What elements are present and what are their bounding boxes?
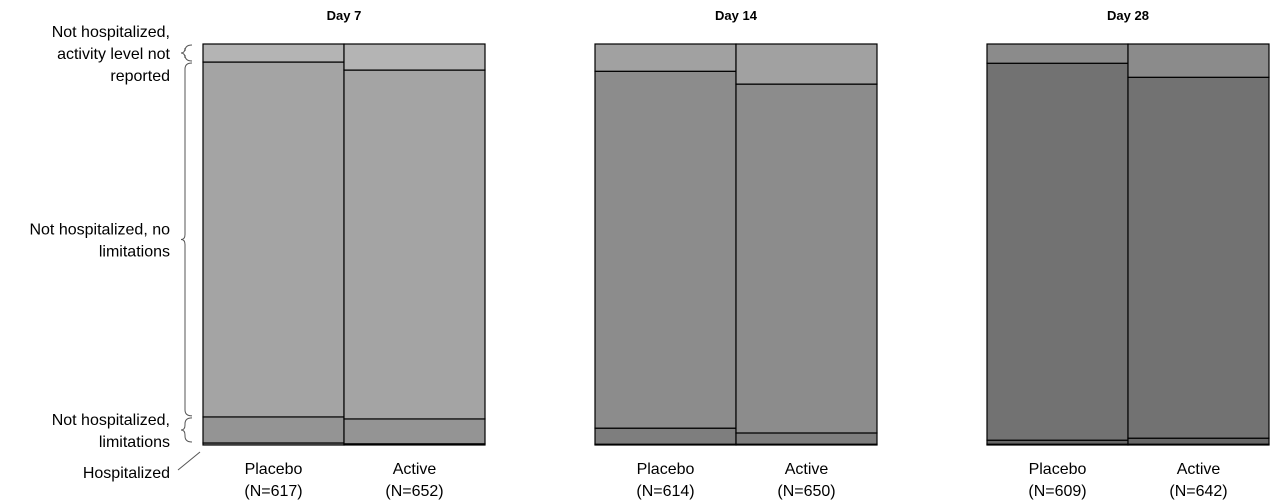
bar-segment-not-reported-placebo-3 — [986, 43, 1129, 64]
row-label-no-limitations-line-1: Not hospitalized, no — [29, 221, 170, 238]
row-label-not-reported-line-1: Not hospitalized, — [52, 24, 170, 41]
row-label-no-limitations: Not hospitalized, no limitations — [29, 221, 170, 260]
bar-segment-limitations-active-3 — [1127, 437, 1270, 445]
bar-segment-no-limitations-placebo-1 — [202, 61, 345, 418]
row-label-not-reported-line-3: reported — [110, 68, 170, 85]
connector-hospitalized — [177, 451, 201, 471]
bar-segment-no-limitations-placebo-3 — [986, 62, 1129, 441]
category-n-active-1: (N=652) — [385, 483, 443, 500]
bar-segment-no-limitations-active-1 — [343, 69, 486, 420]
category-label-active-1: Active — [393, 461, 437, 478]
bar-segment-limitations-active-1 — [343, 418, 486, 445]
category-label-placebo-2: Placebo — [637, 461, 695, 478]
bar-segment-limitations-placebo-1 — [202, 416, 345, 444]
bar-segment-no-limitations-placebo-2 — [594, 70, 737, 429]
brace-not-reported — [180, 44, 193, 62]
category-label-active-2: Active — [785, 461, 829, 478]
bar-segment-no-limitations-active-2 — [735, 83, 878, 434]
panel-title-2: Day 14 — [715, 8, 758, 23]
category-label-placebo-3: Placebo — [1029, 461, 1087, 478]
bar-segment-not-reported-active-3 — [1127, 43, 1270, 78]
category-n-placebo-3: (N=609) — [1028, 483, 1086, 500]
bar-segment-limitations-placebo-3 — [986, 439, 1129, 445]
row-label-no-limitations-line-2: limitations — [99, 243, 170, 260]
category-n-placebo-1: (N=617) — [244, 483, 302, 500]
row-label-limitations-line-2: limitations — [99, 434, 170, 451]
row-label-limitations-line-1: Not hospitalized, — [52, 412, 170, 429]
row-label-not-reported: Not hospitalized, activity level not repor… — [52, 24, 171, 85]
category-n-active-2: (N=650) — [777, 483, 835, 500]
bar-segment-not-reported-active-1 — [343, 43, 486, 71]
bar-segment-not-reported-placebo-2 — [594, 43, 737, 72]
category-label-active-3: Active — [1177, 461, 1221, 478]
row-label-hospitalized: Hospitalized — [83, 465, 170, 482]
bar-segment-not-reported-active-2 — [735, 43, 878, 85]
row-label-limitations: Not hospitalized, limitations — [52, 412, 170, 451]
bar-segment-limitations-placebo-2 — [594, 427, 737, 445]
panel-title-1: Day 7 — [327, 8, 362, 23]
category-n-active-3: (N=642) — [1169, 483, 1227, 500]
brace-no-limitations — [180, 62, 193, 417]
bar-segment-limitations-active-2 — [735, 432, 878, 445]
bar-segment-not-reported-placebo-1 — [202, 43, 345, 63]
row-label-not-reported-line-2: activity level not — [57, 46, 170, 63]
category-label-placebo-1: Placebo — [245, 461, 303, 478]
brace-limitations — [180, 417, 193, 443]
panel-title-3: Day 28 — [1107, 8, 1149, 23]
bar-segment-no-limitations-active-3 — [1127, 76, 1270, 439]
category-n-placebo-2: (N=614) — [636, 483, 694, 500]
